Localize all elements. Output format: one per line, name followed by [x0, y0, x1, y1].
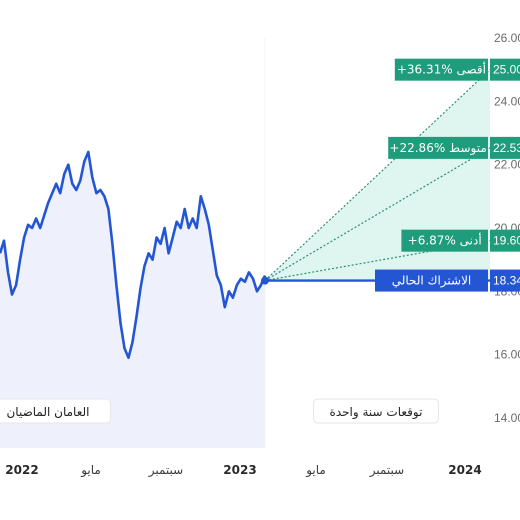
forecast-2-label-tag — [401, 229, 488, 252]
forecast-0-label: +36.31% أقصى — [397, 62, 486, 77]
forecast-1-label: +22.86% متوسط — [389, 141, 486, 156]
forecast-2-value-tag — [490, 229, 520, 252]
current-price-value: 18.34 — [493, 274, 520, 288]
x-tick-label: مايو — [80, 463, 101, 478]
x-tick-label: سبتمبر — [148, 463, 183, 478]
history-line — [0, 150, 267, 360]
current-price-label: الاشتراك الحالي — [392, 274, 472, 289]
x-tick-label: سبتمبر — [369, 463, 404, 478]
current-price-label-tag — [375, 269, 488, 292]
y-tick-label: 16.00 — [494, 348, 520, 362]
past-period-label: العامان الماضيان — [6, 405, 89, 419]
x-tick-label: 2024 — [448, 463, 481, 477]
history-area — [0, 152, 265, 448]
y-tick-label: 22.00 — [494, 158, 520, 172]
current-price-value-tag — [490, 269, 520, 292]
forecast-1-value-tag — [490, 136, 520, 159]
forecast-0-value-tag — [490, 58, 520, 81]
forecast-2-value: 19.60 — [493, 234, 520, 248]
current-price-point — [261, 276, 269, 285]
forecast-line-0 — [264, 69, 491, 282]
past-period-label-box — [0, 398, 111, 424]
forecast-line-1 — [264, 147, 491, 282]
x-tick-label: 2022 — [5, 463, 38, 477]
forecast-1-value: 22.53 — [493, 141, 520, 155]
y-tick-label: 26.00 — [494, 31, 520, 45]
y-tick-label: 14.00 — [494, 411, 520, 425]
forecast-period-label: توقعات سنة واحدة — [330, 405, 423, 420]
forecast-1-label-tag — [388, 136, 488, 159]
x-tick-label: 2023 — [223, 463, 256, 477]
y-tick-label: 24.00 — [494, 94, 520, 108]
forecast-period-label-box — [313, 398, 439, 424]
forecast-0-value: 25.00 — [493, 63, 520, 77]
x-tick-label: مايو — [305, 463, 326, 478]
forecast-2-label: +6.87% أدنى — [408, 233, 482, 248]
forecast-0-label-tag — [394, 58, 488, 81]
